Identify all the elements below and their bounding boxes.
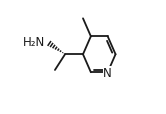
Text: H₂N: H₂N — [23, 36, 45, 49]
Text: N: N — [103, 67, 112, 80]
